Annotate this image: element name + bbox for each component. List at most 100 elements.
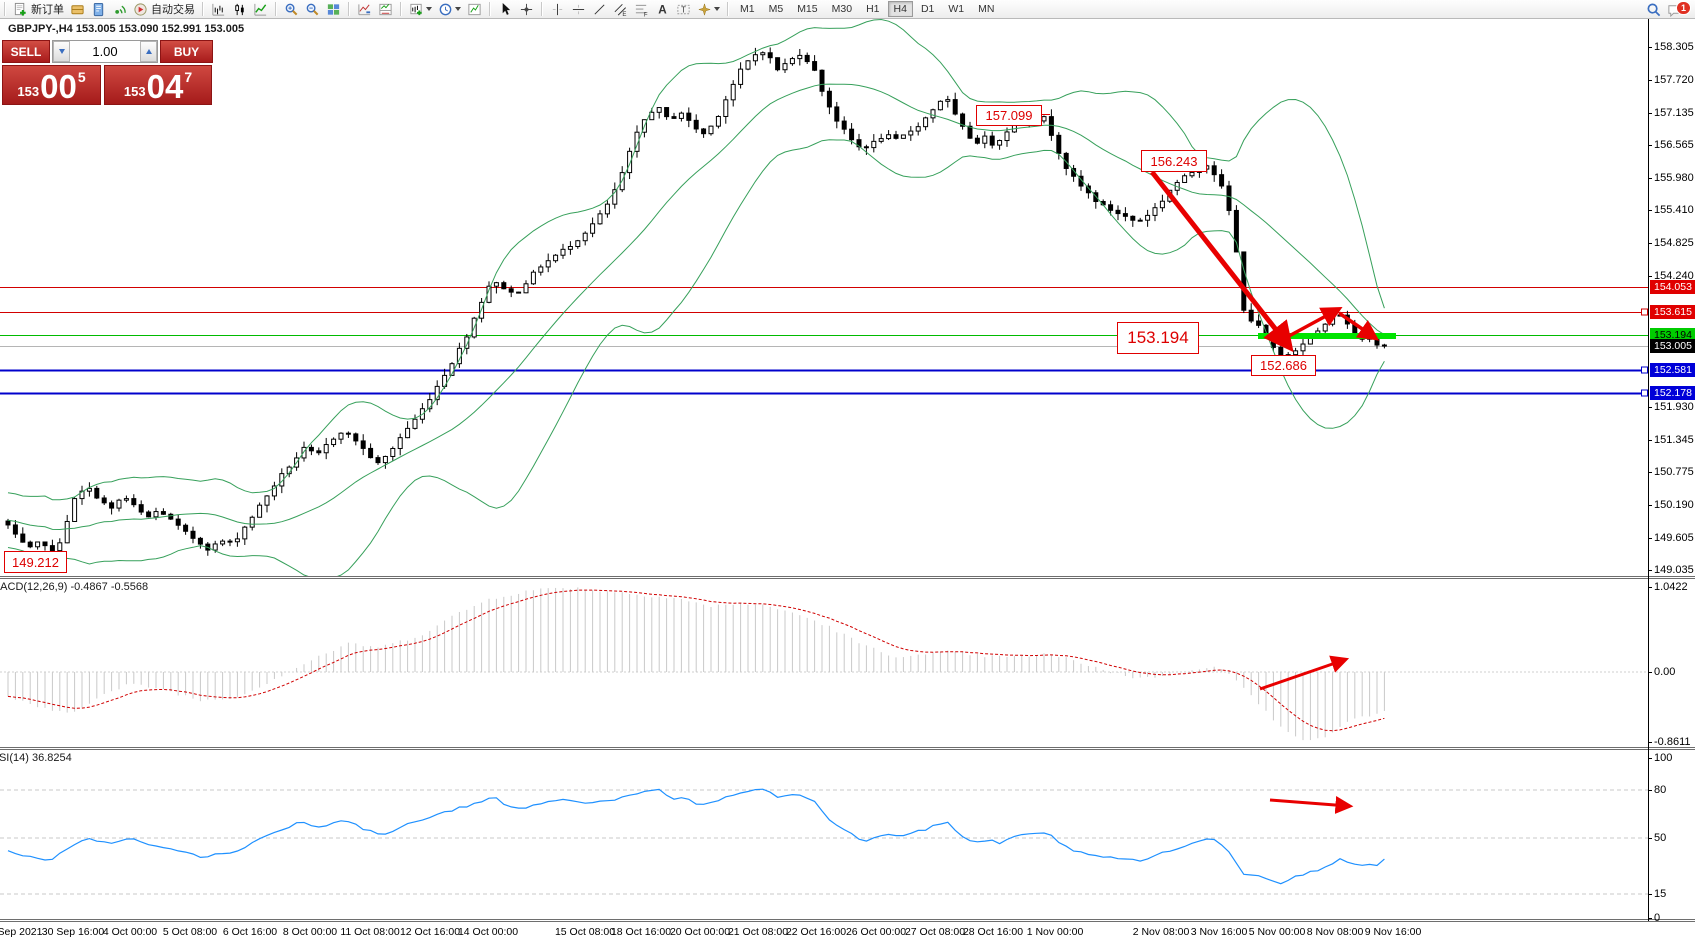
price-axis-tick: 150.775 xyxy=(1654,465,1694,478)
candle-chart-button[interactable] xyxy=(230,1,249,17)
toolbar-separator xyxy=(348,2,350,16)
price-label-156243[interactable]: 156.243 xyxy=(1141,150,1207,172)
price-axis-tick: 157.720 xyxy=(1654,73,1694,86)
ask-main: 04 xyxy=(146,68,184,105)
line-chart-button[interactable] xyxy=(251,1,270,17)
price-label-152686[interactable]: 152.686 xyxy=(1251,355,1316,376)
buy-button[interactable]: BUY xyxy=(160,40,213,63)
price-axis-tick: 151.930 xyxy=(1654,400,1694,413)
vline-button[interactable] xyxy=(548,1,567,17)
line-handle[interactable] xyxy=(1641,389,1648,397)
chevron-down-icon[interactable] xyxy=(714,7,720,11)
notifications-button[interactable]: 1 xyxy=(1665,1,1691,17)
cursor-icon xyxy=(502,2,511,15)
timeframe-w1-button[interactable]: W1 xyxy=(948,3,965,15)
template-icon xyxy=(468,3,481,15)
bid-price-box[interactable]: 153 00 5 xyxy=(2,65,101,105)
toolbar-group-indicators xyxy=(354,0,396,18)
rsi-axis-tick: 15 xyxy=(1654,888,1667,900)
text-icon: A xyxy=(658,3,667,16)
channel-button[interactable]: E xyxy=(611,1,630,17)
line-icon xyxy=(254,3,267,16)
clock-icon xyxy=(439,3,452,15)
one-click-trade-panel: SELL 1.00 BUY 153 00 5 153 04 7 xyxy=(2,40,213,105)
timeframe-m15-button[interactable]: M15 xyxy=(797,3,818,15)
zoom-in-button[interactable] xyxy=(282,1,301,17)
crosshair-button[interactable] xyxy=(517,1,536,17)
line-handle[interactable] xyxy=(1641,308,1648,316)
bid-sup: 5 xyxy=(77,69,86,85)
signals-button[interactable] xyxy=(110,1,129,17)
volume-stepper[interactable]: 1.00 xyxy=(52,40,158,63)
bar-chart-button[interactable] xyxy=(209,1,228,17)
chevron-down-icon[interactable] xyxy=(455,7,461,11)
new-order-button[interactable]: 新订单 xyxy=(11,1,66,17)
doc-plus-icon xyxy=(14,2,26,16)
volume-increase-button[interactable] xyxy=(140,41,157,62)
period-button[interactable] xyxy=(436,1,463,17)
time-axis-label: 1 Nov 00:00 xyxy=(1026,926,1084,938)
search-button[interactable] xyxy=(1644,1,1663,17)
toolbar-separator xyxy=(489,2,491,16)
toolbar-group-timeframes: M1 M5 M15 M30 H1 H4 D1 W1 MN xyxy=(733,0,1001,18)
tile-windows-button[interactable] xyxy=(324,1,343,17)
price-label-157099[interactable]: 157.099 xyxy=(976,105,1042,126)
label-button[interactable]: T xyxy=(674,1,693,17)
volume-value[interactable]: 1.00 xyxy=(92,44,118,59)
price-axis-tick: 158.305 xyxy=(1654,41,1694,53)
bid-main: 00 xyxy=(40,68,77,105)
macd-axis-tick: 1.0422 xyxy=(1654,581,1688,593)
trend-arrow xyxy=(1269,796,1354,815)
bollinger-upper xyxy=(7,19,1385,501)
timeframe-m1-button[interactable]: M1 xyxy=(740,3,755,15)
svg-text:F: F xyxy=(644,11,648,16)
signal-icon xyxy=(115,5,126,14)
trend-arrows[interactable] xyxy=(1150,170,1380,815)
line-handle[interactable] xyxy=(1641,366,1648,374)
time-axis-label: 5 Nov 00:00 xyxy=(1248,926,1306,938)
autotrade-button[interactable]: 自动交易 xyxy=(131,1,197,17)
text-button[interactable]: A xyxy=(653,1,672,17)
new-chart-button[interactable] xyxy=(407,1,434,17)
price-axis-tick: 155.980 xyxy=(1654,172,1694,185)
indicators-button[interactable] xyxy=(355,1,374,17)
toolbar-group-objects xyxy=(406,0,485,18)
history-center-button[interactable] xyxy=(68,1,87,17)
profile-button[interactable] xyxy=(89,1,108,17)
sell-button[interactable]: SELL xyxy=(2,40,50,63)
trend-icon xyxy=(594,3,605,15)
trendline-button[interactable] xyxy=(590,1,609,17)
support-zone-band[interactable] xyxy=(1258,333,1396,339)
fibonacci-button[interactable]: F xyxy=(632,1,651,17)
blue-doc-icon xyxy=(93,2,104,16)
ask-price-box[interactable]: 153 04 7 xyxy=(104,65,212,105)
template-button[interactable] xyxy=(465,1,484,17)
arrows-button[interactable] xyxy=(695,1,722,17)
cursor-button[interactable] xyxy=(496,1,515,17)
price-axis-tick: 154.240 xyxy=(1654,270,1694,283)
trend-arrow xyxy=(1259,655,1350,691)
pane-frames xyxy=(0,19,1695,922)
level-lines[interactable] xyxy=(0,287,1648,395)
hline-button[interactable] xyxy=(569,1,588,17)
rsi-label: RSI(14) 36.8254 xyxy=(0,752,72,764)
volume-decrease-button[interactable] xyxy=(53,41,70,62)
price-label-153194[interactable]: 153.194 xyxy=(1117,322,1199,354)
zoom-out-button[interactable] xyxy=(303,1,322,17)
timeframe-m30-button[interactable]: M30 xyxy=(831,3,853,15)
ask-sup: 7 xyxy=(184,69,193,85)
timeframe-d1-button[interactable]: D1 xyxy=(920,3,935,15)
timeframe-h1-button[interactable]: H1 xyxy=(866,3,880,15)
timeframe-h4-button[interactable]: H4 xyxy=(887,1,913,17)
fibo-icon: F xyxy=(635,4,648,17)
time-axis-label: 20 Oct 00:00 xyxy=(669,926,731,938)
indicator-window-button[interactable] xyxy=(376,1,395,17)
price-label-149212[interactable]: 149.212 xyxy=(4,551,67,573)
timeframe-mn-button[interactable]: MN xyxy=(978,3,995,15)
macd-axis-tick: -0.8611 xyxy=(1654,736,1691,748)
bars-icon xyxy=(212,3,225,16)
timeframe-m5-button[interactable]: M5 xyxy=(768,3,784,15)
chevron-down-icon[interactable] xyxy=(426,7,432,11)
trend-arrow xyxy=(1338,311,1380,341)
price-axis-tick: 150.190 xyxy=(1654,498,1694,511)
